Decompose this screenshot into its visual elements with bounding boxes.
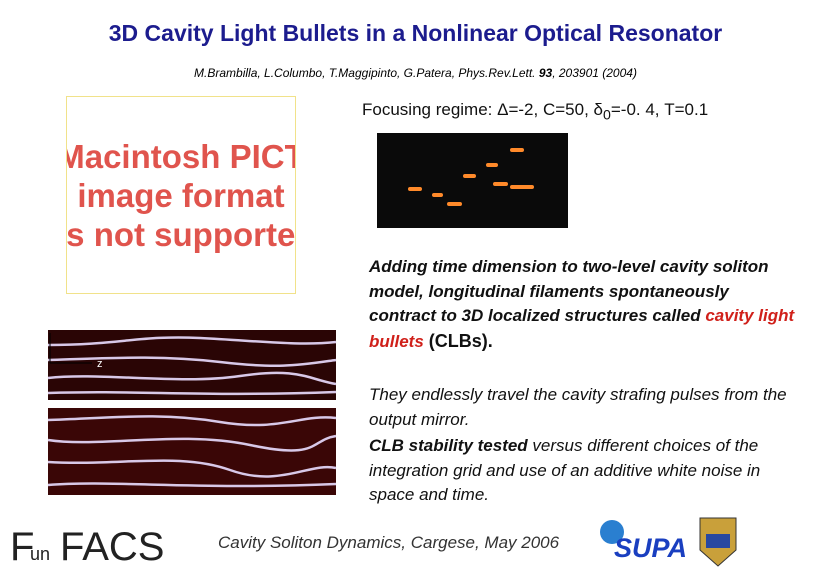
logo-text: F xyxy=(10,525,34,569)
paragraph-text: versus different choices of the integrat… xyxy=(369,436,761,504)
placeholder-text: is not supported xyxy=(66,216,296,253)
logo-text: SUPA xyxy=(614,533,687,563)
axis-label: z xyxy=(97,358,103,370)
crest xyxy=(706,534,730,548)
bullets xyxy=(408,148,534,206)
paragraph-text: (CLBs). xyxy=(423,330,493,351)
citation-text: M.Brambilla, L.Columbo, T.Maggipinto, G.… xyxy=(194,66,539,80)
image-placeholder: Macintosh PICT image format is not suppo… xyxy=(66,96,296,294)
bullet-image xyxy=(377,133,568,228)
paragraph: They endlessly travel the cavity strafin… xyxy=(369,385,787,429)
regime-text: Focusing regime: Δ=-2, C=50, δ xyxy=(362,100,603,119)
footer: Cavity Soliton Dynamics, Cargese, May 20… xyxy=(218,533,560,552)
logo-text: un xyxy=(30,544,50,564)
regime: Focusing regime: Δ=-2, C=50, δ0=-0. 4, T… xyxy=(362,100,708,123)
citation-volume: 93 xyxy=(538,66,553,80)
citation: M.Brambilla, L.Columbo, T.Maggipinto, G.… xyxy=(0,66,831,80)
title: 3D Cavity Light Bullets in a Nonlinear O… xyxy=(108,20,723,46)
paragraph: CLB stability tested versus different ch… xyxy=(369,434,799,508)
placeholder-text: image format xyxy=(77,177,285,214)
paragraph: Adding time dimension to two-level cavit… xyxy=(369,255,799,354)
citation-text: , 203901 (2004) xyxy=(552,66,637,80)
highlight: cavity light bullets xyxy=(369,306,795,351)
logo-text: FACS xyxy=(60,525,164,569)
placeholder-text: Macintosh PICT xyxy=(66,138,296,175)
filaments xyxy=(47,336,337,488)
paragraph-bold: CLB stability tested xyxy=(369,436,528,455)
logo-globe xyxy=(600,520,624,544)
regime-sub: 0 xyxy=(602,107,611,124)
regime-text: =-0. 4, T=0.1 xyxy=(610,100,709,119)
paragraph-text: Adding time dimension to two-level cavit… xyxy=(369,257,769,325)
